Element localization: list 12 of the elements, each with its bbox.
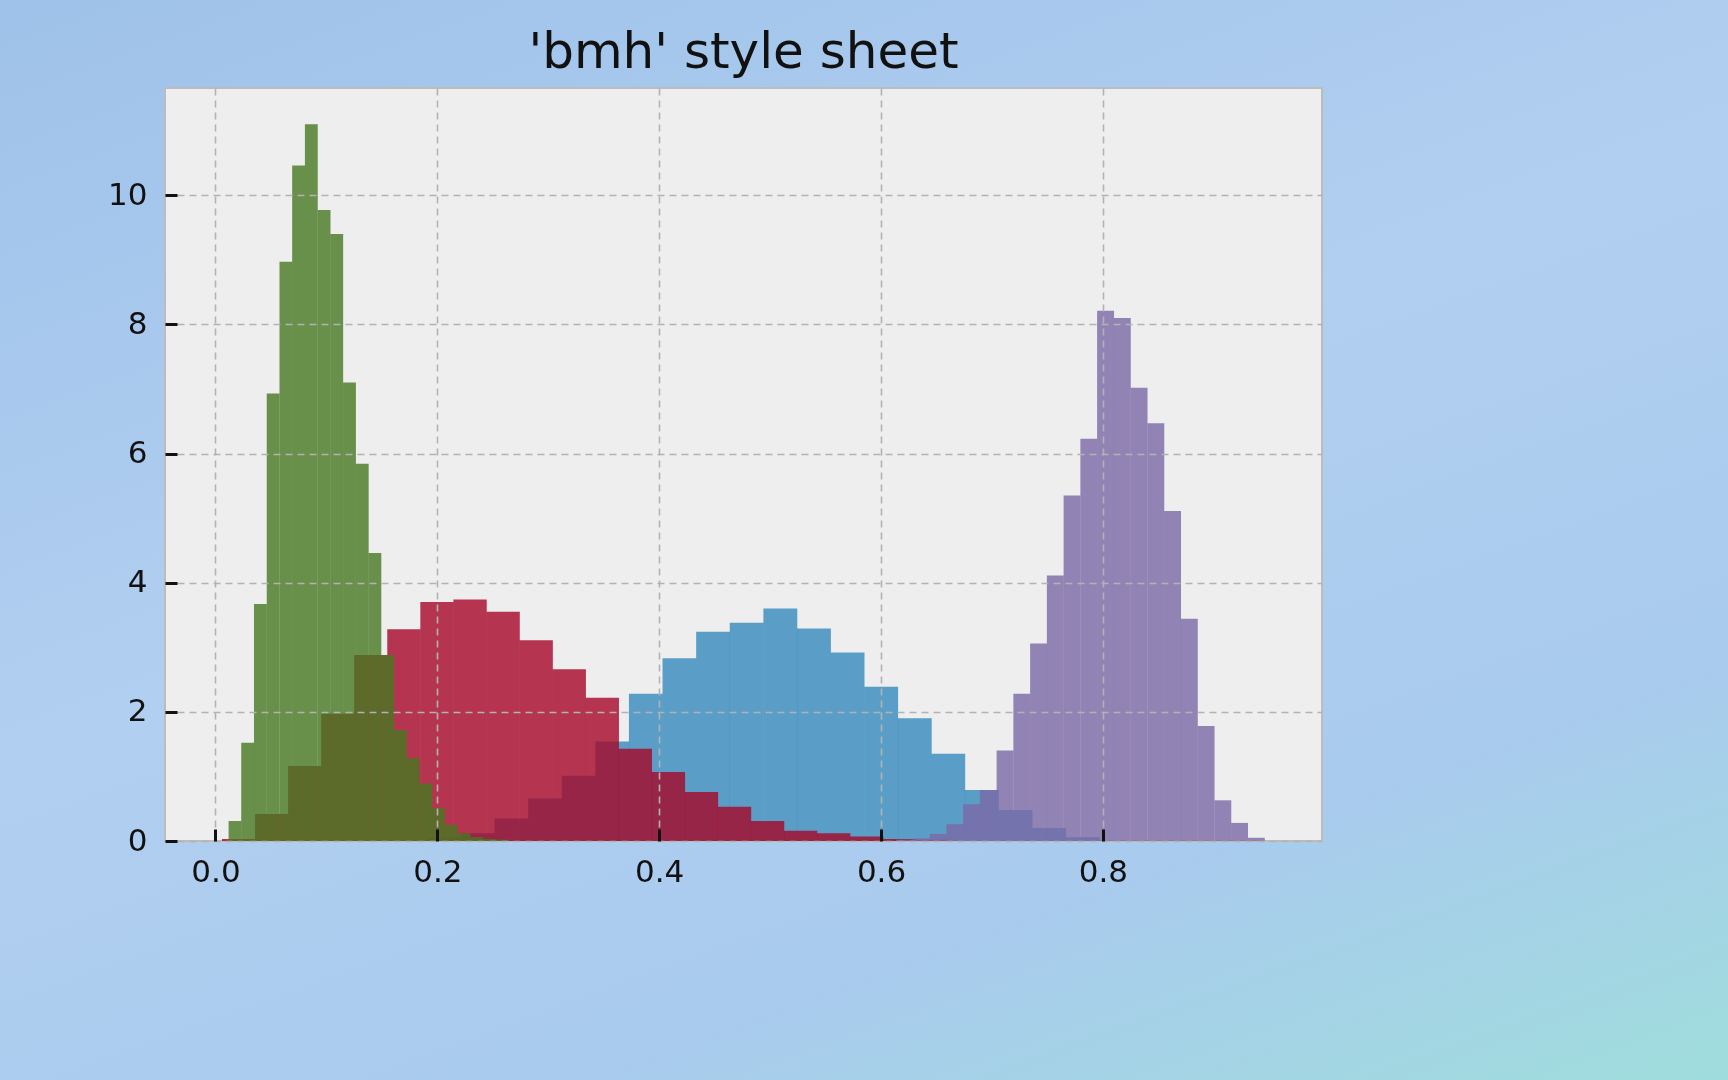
- x-tick-label: 0.8: [1078, 852, 1129, 889]
- x-tick-label: 0.4: [635, 852, 685, 889]
- x-tick-label: 0.2: [413, 852, 463, 889]
- y-tick-label: 8: [127, 304, 148, 341]
- x-tick-label: 0.0: [191, 852, 241, 889]
- y-tick-label: 0: [127, 821, 148, 858]
- y-tick-label: 10: [108, 175, 148, 212]
- y-tick-label: 4: [127, 563, 148, 600]
- chart-title: 'bmh' style sheet: [528, 22, 959, 80]
- y-tick-label: 2: [127, 692, 148, 729]
- y-tick-label: 6: [127, 434, 148, 471]
- x-tick-label: 0.6: [856, 852, 907, 889]
